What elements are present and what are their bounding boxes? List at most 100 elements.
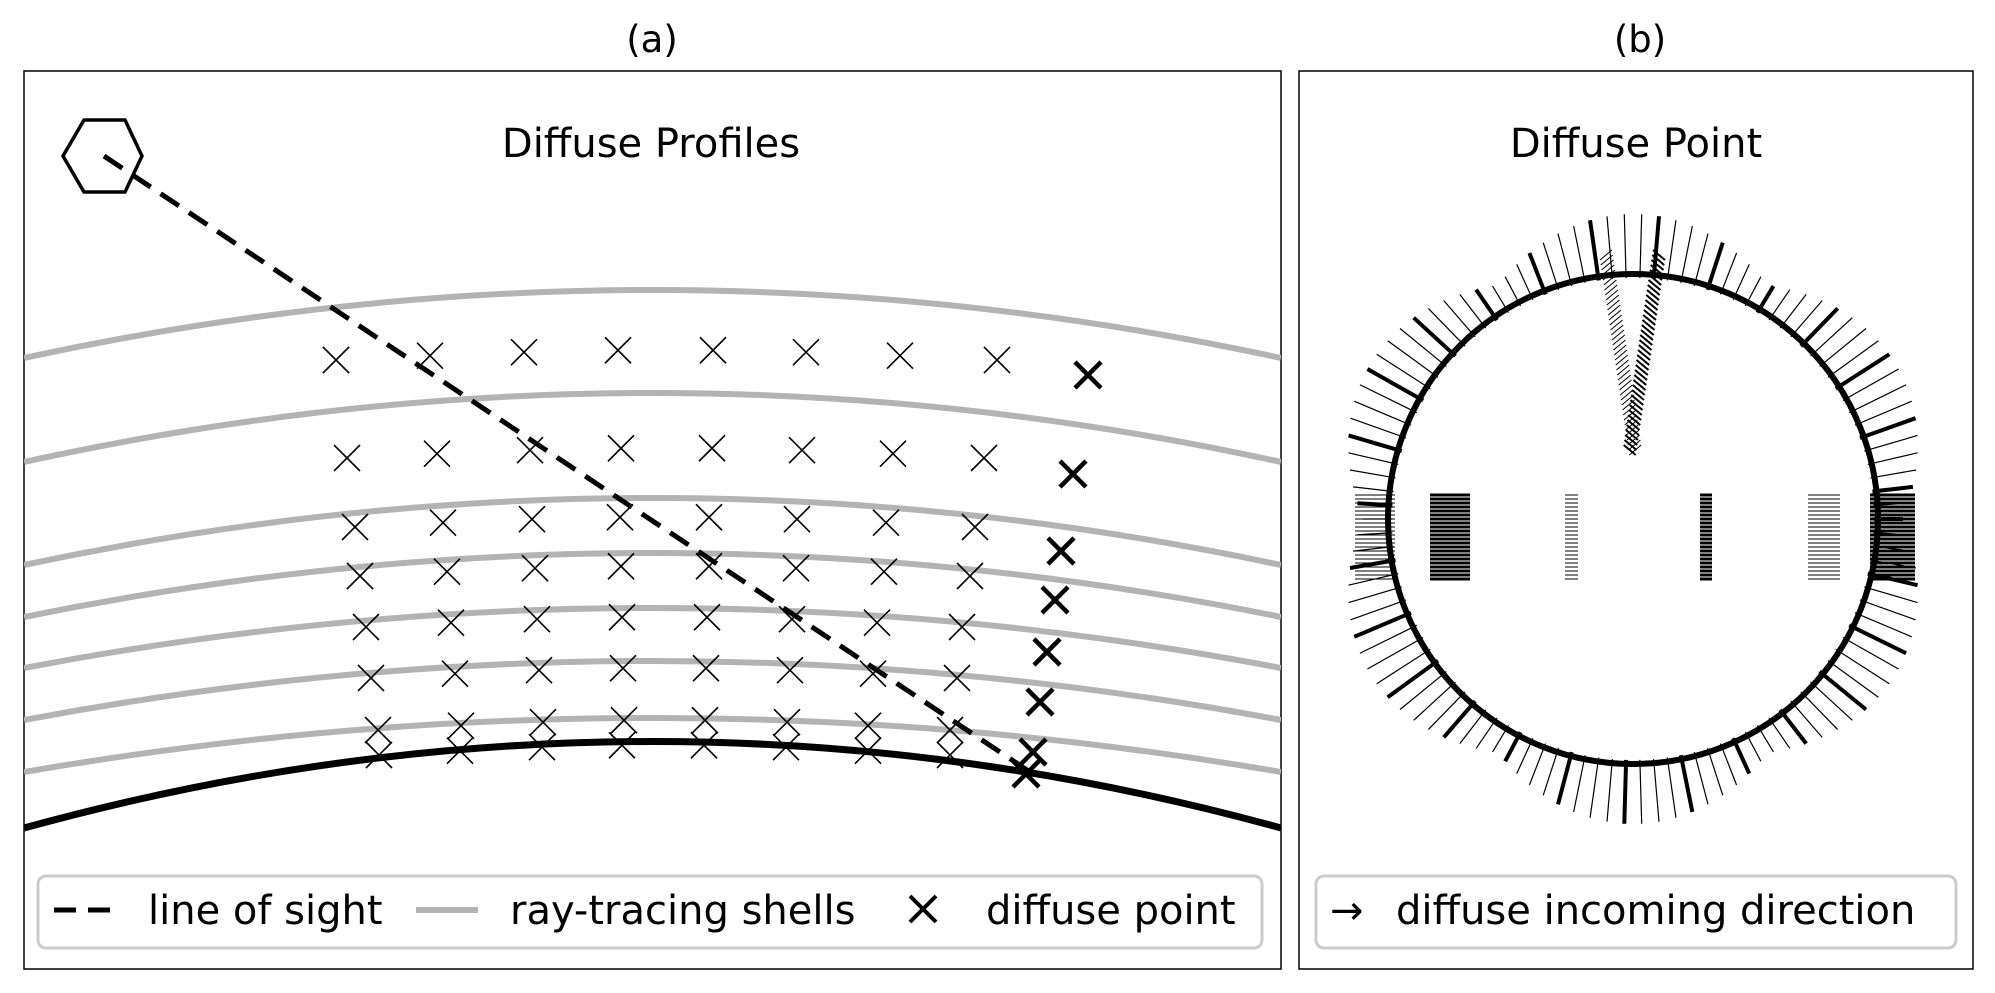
incoming-direction-arrow [1623, 444, 1637, 456]
incoming-direction-arrow [1601, 259, 1614, 271]
diffuse-point-marker [1011, 759, 1041, 789]
diffuse-points [322, 336, 1103, 789]
ray-tracing-shell [24, 287, 1281, 361]
incoming-direction-arrow [1612, 334, 1626, 346]
incoming-direction-arrow [1620, 389, 1634, 401]
incoming-direction-arrow [1652, 249, 1666, 261]
incoming-direction-arrow [1619, 379, 1632, 391]
incoming-direction-arrow [1611, 329, 1625, 341]
incoming-direction-arrow [1666, 220, 1677, 281]
diffuse-point-marker [1040, 585, 1070, 615]
incoming-direction-arrow [1627, 414, 1641, 426]
incoming-direction-arrow [1625, 419, 1638, 431]
panel-b-frame [1298, 70, 1974, 970]
incoming-direction-arrow [1589, 757, 1600, 818]
incoming-direction-arrow [1650, 259, 1665, 271]
incoming-direction-arrow [1628, 409, 1642, 421]
diffuse-point-marker [854, 737, 882, 765]
incoming-direction-arrow [1638, 339, 1653, 351]
incoming-direction-arrow [1348, 452, 1399, 465]
diffuse-point-marker [691, 706, 719, 734]
incoming-direction-arrow [1642, 314, 1656, 326]
diffuse-point-marker [854, 712, 882, 740]
incoming-direction-arrow [1614, 349, 1628, 361]
diffuse-point-marker [346, 562, 374, 590]
incoming-direction-arrow [1599, 249, 1613, 261]
ray-tracing-shells [24, 287, 1281, 775]
incoming-direction-arrow [1859, 599, 1916, 621]
incoming-direction-arrow [1600, 254, 1614, 266]
diffuse-point-marker [607, 434, 635, 462]
incoming-direction-arrow [1367, 636, 1424, 670]
legend-diffuse-point-marker-icon [908, 894, 938, 924]
incoming-direction-arrow [1647, 284, 1661, 296]
incoming-direction-arrow [1427, 691, 1466, 731]
incoming-direction-arrow [1606, 216, 1613, 279]
incoming-direction-arrow [1605, 289, 1619, 301]
incoming-direction-arrow [1353, 610, 1412, 639]
incoming-direction-arrow [1641, 324, 1655, 336]
incoming-direction-arrow [1527, 252, 1548, 296]
incoming-direction-arrow [1427, 307, 1466, 347]
incoming-direction-arrow [1859, 416, 1917, 440]
incoming-direction-arrow [1867, 452, 1918, 465]
incoming-direction-arrow [1848, 623, 1907, 656]
incoming-direction-arrow [1606, 759, 1613, 822]
incoming-direction-arrow [1399, 671, 1447, 710]
incoming-direction-arrow [1615, 354, 1629, 366]
incoming-direction-arrows [1347, 214, 1919, 824]
diffuse-point-marker [446, 737, 474, 765]
diffuse-point-marker [529, 708, 557, 736]
incoming-direction-arrow [1607, 304, 1621, 316]
diffuse-point-marker [788, 436, 816, 464]
incoming-direction-arrow [1542, 748, 1560, 796]
incoming-direction-arrow [1628, 444, 1642, 456]
diffuse-point-marker [943, 664, 971, 692]
diffuse-point-marker [886, 342, 914, 370]
incoming-direction-arrow [1528, 743, 1547, 786]
diffuse-point-marker [983, 346, 1011, 374]
diffuse-point-marker [792, 338, 820, 366]
incoming-direction-arrow [1616, 359, 1629, 371]
incoming-direction-arrow [1870, 469, 1917, 479]
incoming-direction-arrow [1631, 389, 1645, 401]
incoming-direction-arrow [1443, 300, 1476, 338]
panel-a-legend: line of sight ray-tracing shells diffuse… [36, 874, 1264, 950]
diffuse-point-marker [956, 562, 984, 590]
legend-incoming-direction-label: diffuse incoming direction [1396, 888, 1915, 934]
incoming-direction-arrow [1623, 214, 1627, 279]
incoming-direction-arrow [1399, 328, 1447, 367]
incoming-direction-arrow [1412, 316, 1457, 358]
diffuse-point-marker [690, 731, 718, 759]
legend-arrow-icon: → [1330, 888, 1364, 934]
incoming-direction-arrow [1609, 314, 1623, 326]
incoming-direction-arrow [1387, 340, 1439, 378]
incoming-direction-arrow [1719, 252, 1738, 295]
incoming-direction-arrow [1779, 294, 1807, 329]
incoming-direction-arrow [1639, 214, 1643, 279]
incoming-direction-arrow [1666, 757, 1677, 818]
diffuse-point-marker [699, 336, 727, 364]
incoming-direction-arrow [1386, 659, 1440, 699]
incoming-direction-arrow [1638, 344, 1652, 356]
ray-tracing-shell [24, 658, 1281, 723]
incoming-direction-arrow [1635, 364, 1649, 376]
incoming-direction-arrow [1632, 384, 1646, 396]
incoming-direction-arrow [1645, 294, 1659, 306]
panel-a-frame [23, 70, 1282, 970]
incoming-direction-arrow [1799, 307, 1840, 348]
incoming-direction-arrow [1835, 648, 1890, 685]
panel-b-title: Diffuse Point [1510, 121, 1762, 167]
legend-line-of-sight-label: line of sight [148, 888, 383, 934]
diffuse-point-marker [333, 444, 361, 472]
diffuse-point-marker [609, 654, 637, 682]
incoming-direction-arrow [1613, 344, 1627, 356]
incoming-direction-arrow [1556, 751, 1574, 805]
incoming-direction-arrow [1790, 300, 1823, 338]
panel-a-title: Diffuse Profiles [502, 121, 800, 167]
incoming-direction-arrow [1864, 434, 1918, 452]
diffuse-point-marker [863, 609, 891, 637]
diffuse-point-marker [870, 558, 898, 586]
panel-a-label: (a) [626, 18, 678, 61]
incoming-direction-arrow [1376, 353, 1431, 390]
